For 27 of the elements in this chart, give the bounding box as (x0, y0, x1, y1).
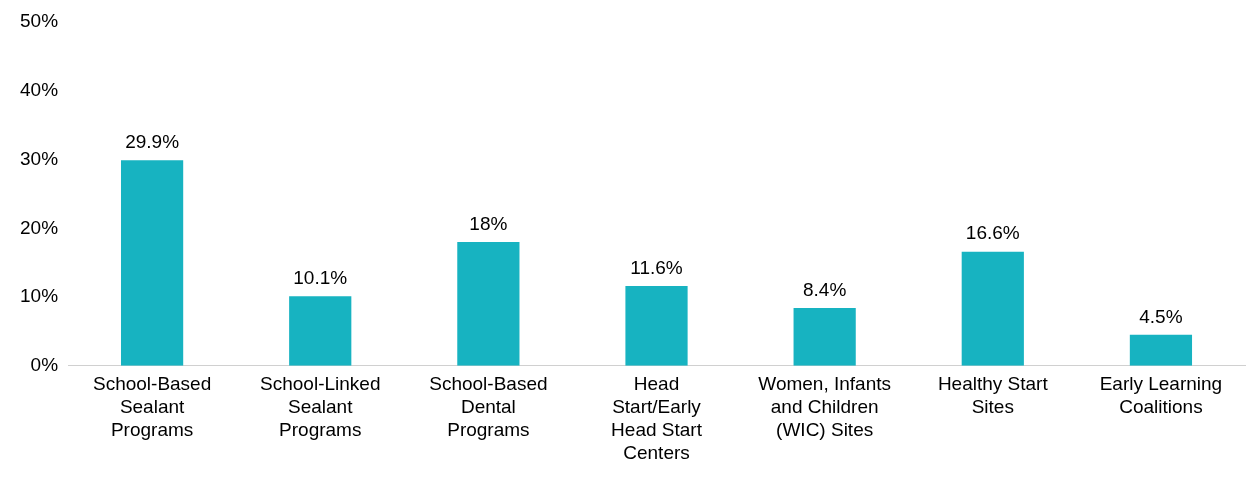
y-tick-label: 50% (20, 10, 59, 32)
y-tick-label: 30% (20, 147, 59, 169)
x-tick-label: Healthy Start Sites (937, 373, 1049, 418)
bar (289, 296, 352, 366)
bar (961, 251, 1024, 366)
bar (1129, 334, 1193, 366)
x-tick-label: Early Learning Coalitions (1099, 373, 1223, 418)
data-label: 29.9% (125, 130, 180, 152)
bar (793, 308, 856, 366)
x-tick-label: Women, Infants and Children (WIC) Sites (758, 373, 892, 441)
data-label: 4.5% (1139, 305, 1183, 327)
x-tick-label: Head Start/Early Head Start Centers (611, 373, 703, 463)
data-label: 11.6% (630, 256, 683, 278)
y-tick-label: 40% (20, 78, 59, 100)
data-label: 18% (469, 212, 508, 234)
data-label: 16.6% (965, 222, 1020, 244)
y-tick-label: 10% (20, 285, 59, 307)
y-tick-label: 0% (30, 354, 59, 376)
data-label: 10.1% (293, 267, 348, 289)
x-tick-label: School-Based Sealant Programs (92, 373, 212, 441)
bar (120, 160, 184, 366)
y-tick-label: 20% (20, 216, 59, 238)
bar (457, 242, 520, 366)
x-tick-label: School-Linked Sealant Programs (260, 373, 381, 441)
x-tick-label: School-Based Dental Programs (429, 373, 548, 441)
data-label: 8.4% (803, 278, 847, 300)
bar (625, 286, 688, 366)
